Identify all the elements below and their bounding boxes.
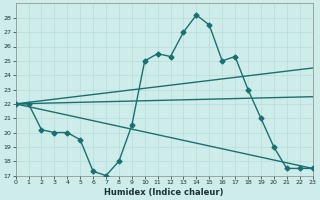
X-axis label: Humidex (Indice chaleur): Humidex (Indice chaleur) [104,188,224,197]
